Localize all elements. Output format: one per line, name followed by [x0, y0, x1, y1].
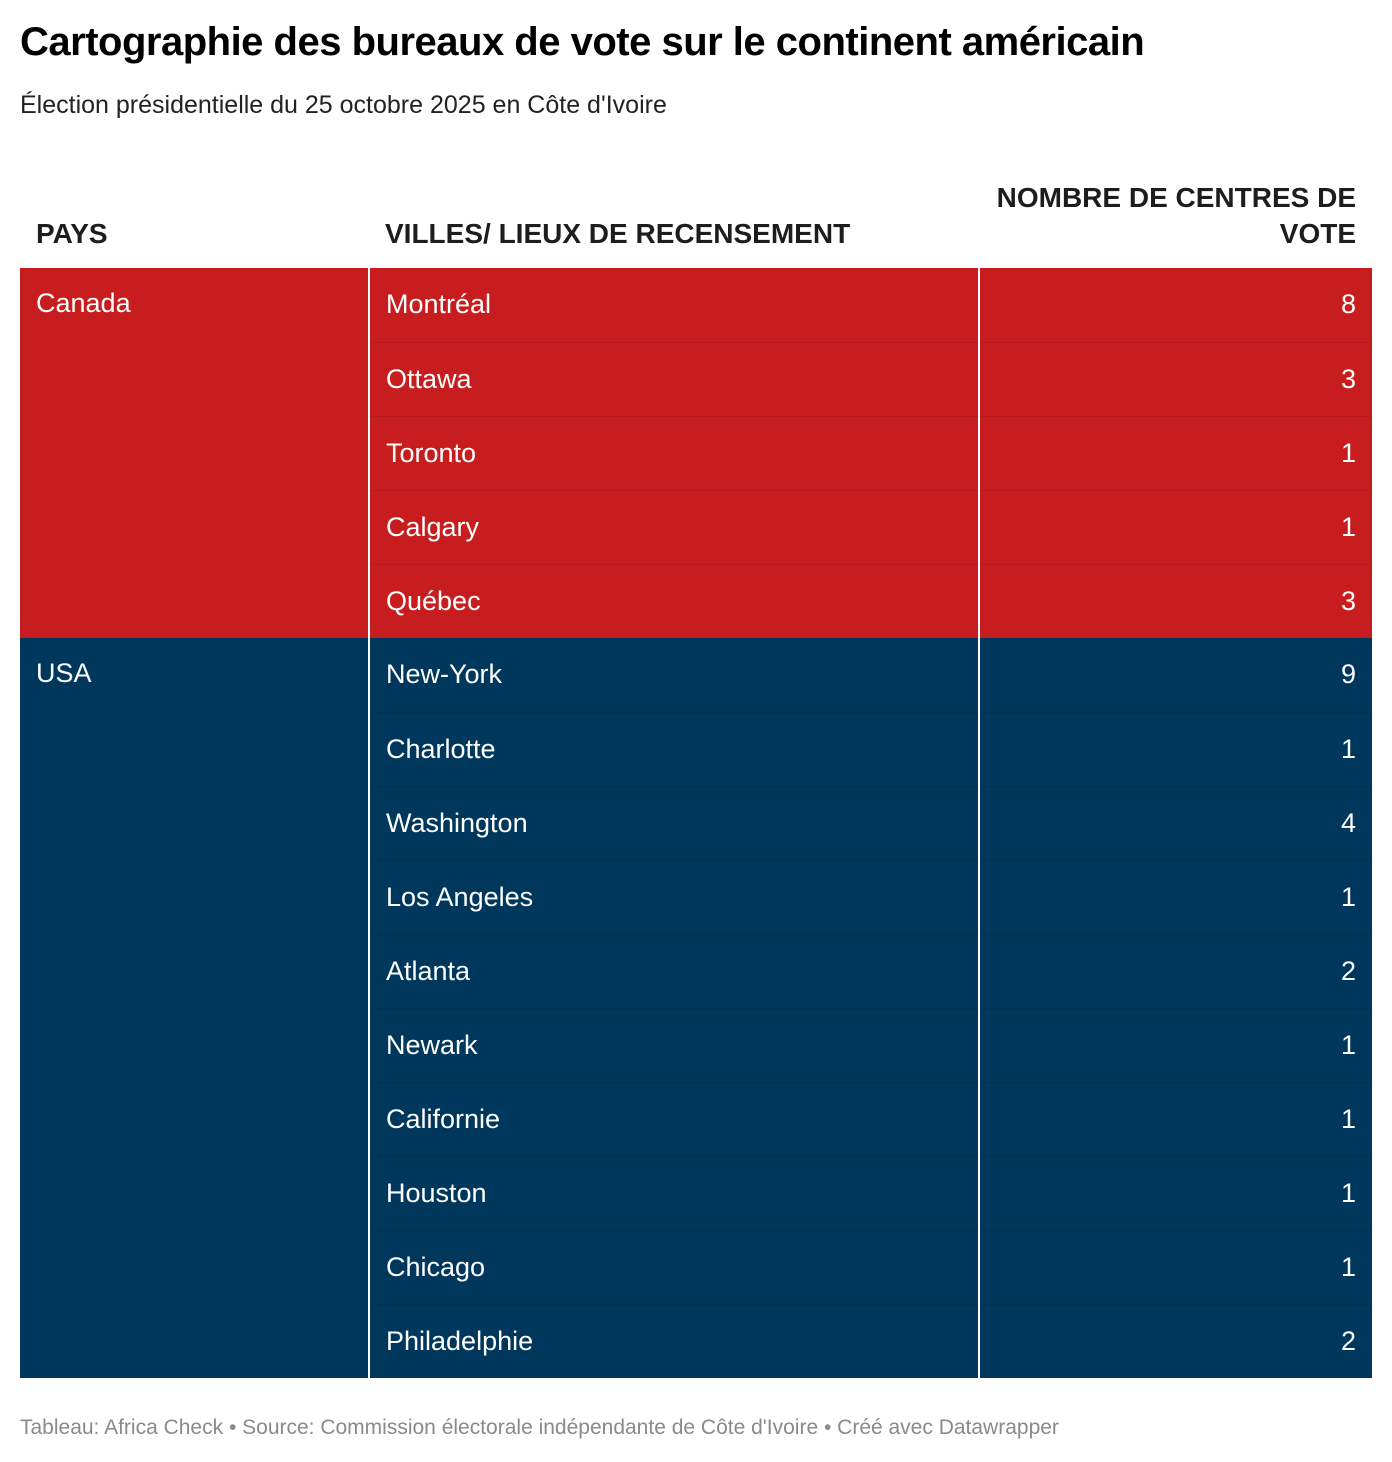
- table-row: Calgary 1: [20, 489, 1372, 564]
- cell-city: Los Angeles: [368, 859, 979, 934]
- cell-city: Washington: [368, 785, 979, 860]
- cell-city: Houston: [368, 1155, 979, 1230]
- cell-city: New-York: [368, 638, 979, 712]
- cell-city: Montréal: [368, 268, 979, 342]
- cell-country: [20, 564, 369, 638]
- cell-count: 2: [978, 1303, 1372, 1378]
- table-row: Newark 1: [20, 1007, 1372, 1082]
- table-row: USA New-York 9: [20, 638, 1372, 712]
- column-header-villes[interactable]: VILLES/ LIEUX DE RECENSEMENT: [385, 218, 851, 249]
- data-table: PAYS VILLES/ LIEUX DE RECENSEMENT NOMBRE…: [20, 170, 1372, 1378]
- cell-country: [20, 490, 369, 564]
- cell-count: 1: [978, 489, 1372, 564]
- table-header: PAYS VILLES/ LIEUX DE RECENSEMENT NOMBRE…: [20, 170, 1372, 268]
- column-header-nombre[interactable]: NOMBRE DE CENTRES DE VOTE: [996, 182, 1356, 249]
- cell-country: [20, 342, 369, 416]
- table-row: Québec 3: [20, 563, 1372, 638]
- cell-city: Philadelphie: [368, 1303, 979, 1378]
- table-row: Ottawa 3: [20, 341, 1372, 416]
- table-row: Los Angeles 1: [20, 859, 1372, 934]
- cell-city: Newark: [368, 1007, 979, 1082]
- cell-count: 1: [978, 1155, 1372, 1230]
- cell-country: [20, 1082, 369, 1156]
- table-row: Atlanta 2: [20, 933, 1372, 1008]
- table-row: Chicago 1: [20, 1229, 1372, 1304]
- cell-country: [20, 416, 369, 490]
- cell-count: 3: [978, 341, 1372, 416]
- cell-count: 2: [978, 933, 1372, 1008]
- cell-count: 1: [978, 711, 1372, 786]
- cell-country: [20, 786, 369, 860]
- cell-count: 1: [978, 1007, 1372, 1082]
- cell-country: Canada: [20, 268, 369, 342]
- table-body: Canada Montréal 8 Ottawa 3 Toronto 1 Calgary 1 Qu…: [20, 268, 1372, 1378]
- cell-city: Californie: [368, 1081, 979, 1156]
- table-row: Canada Montréal 8: [20, 268, 1372, 342]
- table-row: Houston 1: [20, 1155, 1372, 1230]
- cell-country: [20, 934, 369, 1008]
- cell-country: [20, 1304, 369, 1378]
- cell-count: 3: [978, 563, 1372, 638]
- cell-city: Chicago: [368, 1229, 979, 1304]
- cell-city: Ottawa: [368, 341, 979, 416]
- table-row: Philadelphie 2: [20, 1303, 1372, 1378]
- cell-count: 1: [978, 1229, 1372, 1304]
- table-row: Washington 4: [20, 785, 1372, 860]
- cell-city: Charlotte: [368, 711, 979, 786]
- cell-count: 1: [978, 1081, 1372, 1156]
- cell-country: [20, 1230, 369, 1304]
- table-row: Californie 1: [20, 1081, 1372, 1156]
- chart-title: Cartographie des bureaux de vote sur le …: [20, 20, 1145, 64]
- cell-city: Calgary: [368, 489, 979, 564]
- cell-country: [20, 1008, 369, 1082]
- cell-city: Atlanta: [368, 933, 979, 1008]
- cell-count: 9: [978, 638, 1372, 712]
- chart-footer: Tableau: Africa Check • Source: Commissi…: [20, 1416, 1059, 1439]
- cell-country: [20, 1156, 369, 1230]
- column-header-pays[interactable]: PAYS: [36, 218, 108, 249]
- cell-city: Toronto: [368, 415, 979, 490]
- cell-city: Québec: [368, 563, 979, 638]
- table-row: Toronto 1: [20, 415, 1372, 490]
- cell-count: 1: [978, 415, 1372, 490]
- cell-country: [20, 860, 369, 934]
- cell-country: [20, 712, 369, 786]
- table-row: Charlotte 1: [20, 711, 1372, 786]
- cell-count: 4: [978, 785, 1372, 860]
- cell-count: 1: [978, 859, 1372, 934]
- cell-country: USA: [20, 638, 369, 712]
- cell-count: 8: [978, 268, 1372, 342]
- chart-subtitle: Élection présidentielle du 25 octobre 20…: [20, 91, 667, 119]
